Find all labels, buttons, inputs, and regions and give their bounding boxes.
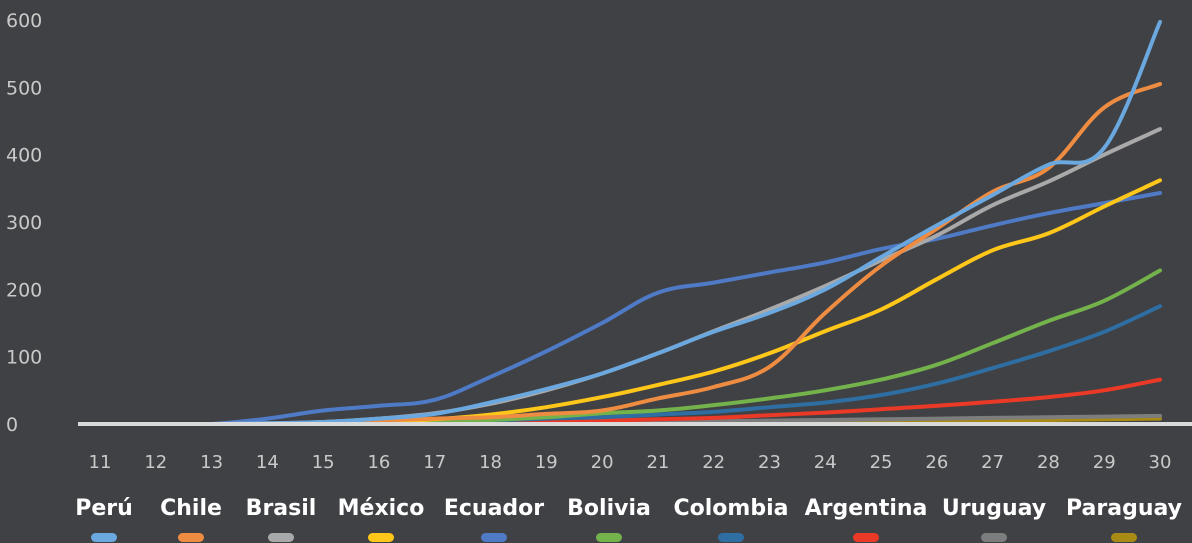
legend-item-mexico: México [338, 496, 425, 542]
legend-swatch [368, 533, 394, 542]
x-tick-label: 17 [423, 452, 446, 473]
x-tick-label: 12 [144, 452, 167, 473]
legend-item-brasil: Brasil [246, 496, 317, 542]
x-tick-label: 13 [200, 452, 223, 473]
y-tick-label: 100 [6, 347, 42, 369]
legend-item-bolivia: Bolivia [567, 496, 651, 542]
legend-label: Bolivia [567, 496, 651, 521]
y-tick-label: 200 [6, 279, 42, 301]
series-line-mexico [98, 178, 1162, 426]
legend-item-paraguay: Paraguay [1066, 496, 1182, 542]
series-line-ecuador [98, 191, 1162, 426]
x-tick-label: 21 [646, 452, 669, 473]
x-tick-label: 29 [1093, 452, 1116, 473]
series-lines [98, 20, 1162, 426]
legend-label: Ecuador [444, 496, 544, 521]
x-tick-label: 26 [925, 452, 948, 473]
legend-swatch [481, 533, 507, 542]
legend-label: Perú [75, 496, 133, 521]
legend: Perú Chile Brasil México Ecuador Bolivia Colom… [75, 496, 1182, 542]
legend-item-uruguay: Uruguay [942, 496, 1046, 542]
series-line-brasil [98, 127, 1162, 426]
x-tick-label: 11 [89, 452, 112, 473]
y-tick-label: 300 [6, 212, 42, 234]
legend-item-chile: Chile [160, 496, 222, 542]
x-tick-label: 25 [870, 452, 893, 473]
y-tick-label: 500 [6, 77, 42, 99]
x-tick-label: 19 [535, 452, 558, 473]
legend-label: Argentina [805, 496, 928, 521]
legend-swatch [178, 533, 204, 542]
legend-label: México [338, 496, 425, 521]
legend-item-ecuador: Ecuador [444, 496, 544, 542]
y-tick-label: 0 [6, 414, 18, 436]
x-tick-label: 14 [256, 452, 279, 473]
legend-item-peru: Perú [75, 496, 133, 542]
x-tick-label: 28 [1037, 452, 1060, 473]
legend-swatch [91, 533, 117, 542]
legend-item-argentina: Argentina [805, 496, 928, 542]
x-tick-label: 20 [591, 452, 614, 473]
legend-label: Uruguay [942, 496, 1046, 521]
legend-label: Paraguay [1066, 496, 1182, 521]
x-axis-ticks: 11 12 13 14 15 16 17 18 19 20 21 22 23 24 25 26 27 28 29 30 [89, 452, 1172, 473]
x-tick-label: 15 [312, 452, 335, 473]
legend-swatch [718, 533, 744, 542]
y-tick-label: 400 [6, 145, 42, 167]
series-line-chile [98, 82, 1162, 426]
legend-label: Brasil [246, 496, 317, 521]
legend-swatch [981, 533, 1007, 542]
legend-swatch [1111, 533, 1137, 542]
x-tick-label: 24 [814, 452, 837, 473]
x-tick-label: 23 [758, 452, 781, 473]
x-tick-label: 27 [981, 452, 1004, 473]
legend-label: Colombia [674, 496, 789, 521]
x-tick-label: 22 [702, 452, 725, 473]
y-axis-ticks: 0 100 200 300 400 500 600 [6, 10, 42, 436]
legend-label: Chile [160, 496, 222, 521]
legend-swatch [268, 533, 294, 542]
x-tick-label: 18 [479, 452, 502, 473]
y-tick-label: 600 [6, 10, 42, 32]
x-tick-label: 30 [1149, 452, 1172, 473]
x-tick-label: 16 [367, 452, 390, 473]
legend-swatch [853, 533, 879, 542]
legend-swatch [596, 533, 622, 542]
legend-item-colombia: Colombia [674, 496, 789, 542]
